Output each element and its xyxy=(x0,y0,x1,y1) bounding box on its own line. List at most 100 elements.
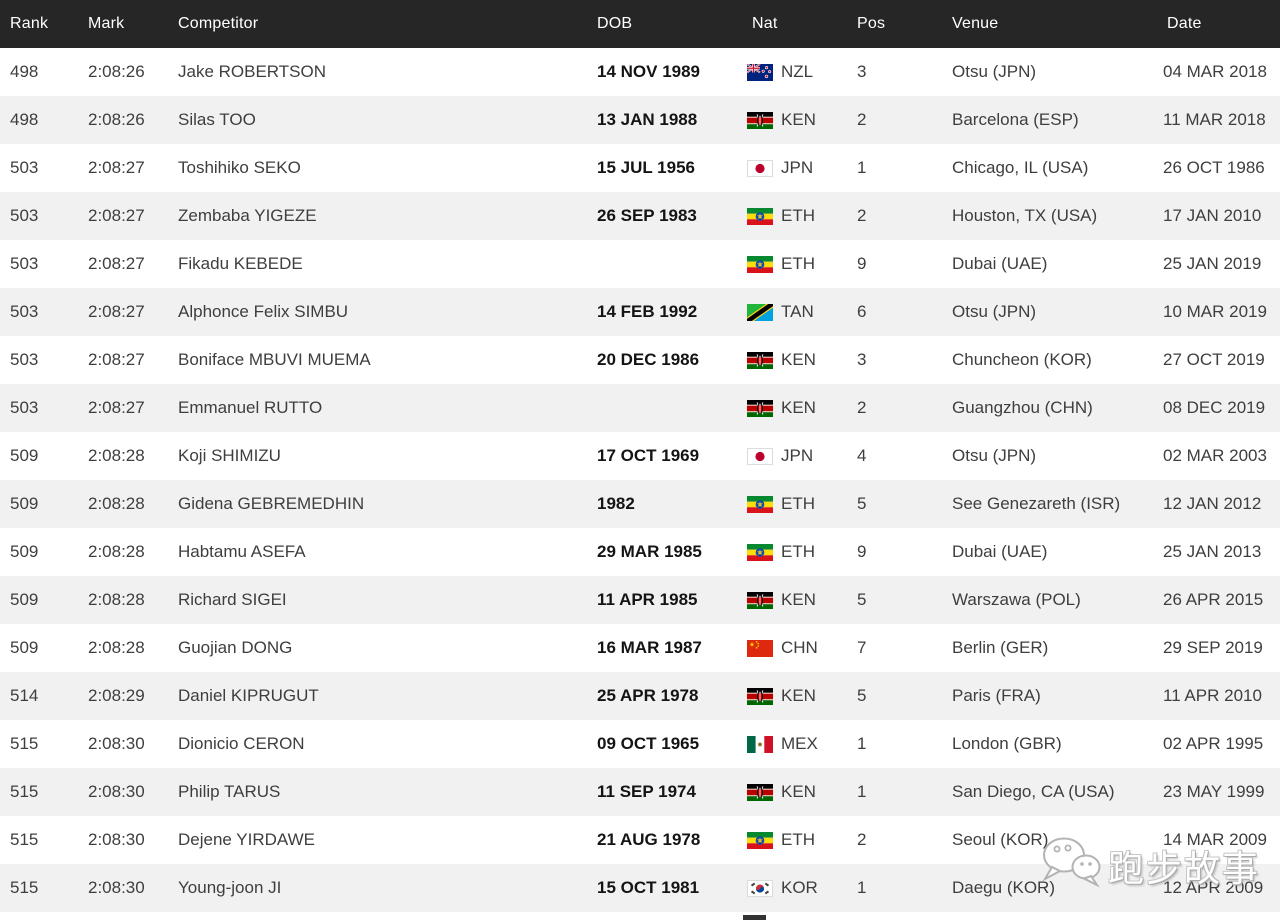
flag-nzl-icon xyxy=(747,63,773,81)
dob-value: 16 MAR 1987 xyxy=(597,638,702,657)
mark-value: 2:08:27 xyxy=(88,302,145,321)
competitor-name[interactable]: Philip TARUS xyxy=(178,782,281,801)
date-value: 11 APR 2010 xyxy=(1163,686,1262,705)
position-value: 5 xyxy=(857,590,867,609)
flag-ken-icon xyxy=(747,783,773,801)
table-row: 498 2:08:26 Silas TOO 13 JAN 1988 KEN 2 … xyxy=(0,96,1280,144)
rank-value: 509 xyxy=(10,638,39,657)
position-value: 9 xyxy=(857,254,867,273)
dob-value: 1982 xyxy=(597,494,635,513)
competitor-name[interactable]: Boniface MBUVI MUEMA xyxy=(178,350,371,369)
competitor-name[interactable]: Toshihiko SEKO xyxy=(178,158,301,177)
column-header-competitor: Competitor xyxy=(178,15,259,32)
competitor-name[interactable]: Young-joon JI xyxy=(178,878,282,897)
competitor-name[interactable]: Daniel KIPRUGUT xyxy=(178,686,319,705)
dob-value: 13 JAN 1988 xyxy=(597,110,698,129)
competitor-name[interactable]: Gidena GEBREMEDHIN xyxy=(178,494,365,513)
competitor-name[interactable]: Jake ROBERTSON xyxy=(178,62,327,81)
table-row: 503 2:08:27 Fikadu KEBEDE ETH 9 Dubai (U… xyxy=(0,240,1280,288)
table-row: 509 2:08:28 Richard SIGEI 11 APR 1985 KE… xyxy=(0,576,1280,624)
nationality-code: ETH xyxy=(781,206,815,225)
table-row: 515 2:08:30 Young-joon JI 15 OCT 1981 KO… xyxy=(0,864,1280,912)
position-value: 1 xyxy=(857,158,867,177)
nationality-cell: TAN xyxy=(747,302,857,322)
flag-eth-icon xyxy=(747,831,773,849)
date-value: 26 APR 2015 xyxy=(1163,590,1264,609)
table-row: 503 2:08:27 Toshihiko SEKO 15 JUL 1956 J… xyxy=(0,144,1280,192)
date-value: 11 MAR 2018 xyxy=(1163,110,1266,129)
table-row: 509 2:08:28 Habtamu ASEFA 29 MAR 1985 ET… xyxy=(0,528,1280,576)
nationality-cell: ETH xyxy=(747,254,857,274)
competitor-name[interactable]: Fikadu KEBEDE xyxy=(178,254,303,273)
nationality-code: KEN xyxy=(781,110,816,129)
flag-ken-icon xyxy=(747,687,773,705)
competitor-name[interactable]: Habtamu ASEFA xyxy=(178,542,306,561)
nationality-code: TAN xyxy=(781,302,814,321)
competitor-name[interactable]: Richard SIGEI xyxy=(178,590,287,609)
table-row: 498 2:08:26 Jake ROBERTSON 14 NOV 1989 N… xyxy=(0,48,1280,96)
rank-value: 503 xyxy=(10,206,39,225)
rank-value: 515 xyxy=(10,734,39,753)
competitor-name[interactable]: Koji SHIMIZU xyxy=(178,446,281,465)
nationality-cell: KEN xyxy=(747,350,857,370)
position-value: 4 xyxy=(857,446,867,465)
flag-jpn-icon xyxy=(747,447,773,465)
nationality-cell: ETH xyxy=(747,830,857,850)
nationality-cell: KEN xyxy=(747,686,857,706)
rank-value: 509 xyxy=(10,446,39,465)
dob-value: 20 DEC 1986 xyxy=(597,350,700,369)
date-value: 04 MAR 2018 xyxy=(1163,62,1267,81)
nationality-cell: MEX xyxy=(747,734,857,754)
flag-tan-icon xyxy=(747,303,773,321)
date-value: 27 OCT 2019 xyxy=(1163,350,1265,369)
flag-eth-icon xyxy=(747,207,773,225)
nationality-cell: JPN xyxy=(747,158,857,178)
nationality-code: CHN xyxy=(781,638,818,657)
nationality-cell: KEN xyxy=(747,782,857,802)
position-value: 5 xyxy=(857,494,867,513)
competitor-name[interactable]: Guojian DONG xyxy=(178,638,293,657)
partial-next-row-flag xyxy=(743,915,766,920)
date-value: 02 APR 1995 xyxy=(1163,734,1264,753)
venue-value: Otsu (JPN) xyxy=(952,62,1037,81)
venue-value: Warszawa (POL) xyxy=(952,590,1081,609)
competitor-name[interactable]: Dejene YIRDAWE xyxy=(178,830,315,849)
mark-value: 2:08:27 xyxy=(88,206,145,225)
competitor-name[interactable]: Alphonce Felix SIMBU xyxy=(178,302,349,321)
competitor-name[interactable]: Dionicio CERON xyxy=(178,734,305,753)
column-header-date: Date xyxy=(1167,15,1202,32)
table-row: 515 2:08:30 Dionicio CERON 09 OCT 1965 M… xyxy=(0,720,1280,768)
flag-mex-icon xyxy=(747,735,773,753)
rank-value: 515 xyxy=(10,878,39,897)
dob-value: 29 MAR 1985 xyxy=(597,542,702,561)
rank-value: 515 xyxy=(10,830,39,849)
position-value: 2 xyxy=(857,830,867,849)
mark-value: 2:08:30 xyxy=(88,878,145,897)
position-value: 5 xyxy=(857,686,867,705)
dob-value: 25 APR 1978 xyxy=(597,686,699,705)
flag-kor-icon xyxy=(747,879,773,897)
competitor-name[interactable]: Silas TOO xyxy=(178,110,256,129)
mark-value: 2:08:30 xyxy=(88,734,145,753)
flag-ken-icon xyxy=(747,351,773,369)
mark-value: 2:08:28 xyxy=(88,542,145,561)
venue-value: Berlin (GER) xyxy=(952,638,1049,657)
mark-value: 2:08:30 xyxy=(88,782,145,801)
rank-value: 515 xyxy=(10,782,39,801)
table-row: 509 2:08:28 Gidena GEBREMEDHIN 1982 ETH … xyxy=(0,480,1280,528)
rank-value: 503 xyxy=(10,158,39,177)
nationality-cell: CHN xyxy=(747,638,857,658)
nationality-cell: KEN xyxy=(747,590,857,610)
mark-value: 2:08:28 xyxy=(88,446,145,465)
dob-value: 21 AUG 1978 xyxy=(597,830,701,849)
competitor-name[interactable]: Zembaba YIGEZE xyxy=(178,206,317,225)
dob-value: 15 JUL 1956 xyxy=(597,158,695,177)
flag-ken-icon xyxy=(747,591,773,609)
venue-value: Chicago, IL (USA) xyxy=(952,158,1089,177)
venue-value: San Diego, CA (USA) xyxy=(952,782,1115,801)
competitor-name[interactable]: Emmanuel RUTTO xyxy=(178,398,323,417)
rank-value: 503 xyxy=(10,254,39,273)
venue-value: Paris (FRA) xyxy=(952,686,1041,705)
nationality-code: ETH xyxy=(781,830,815,849)
rank-value: 503 xyxy=(10,350,39,369)
